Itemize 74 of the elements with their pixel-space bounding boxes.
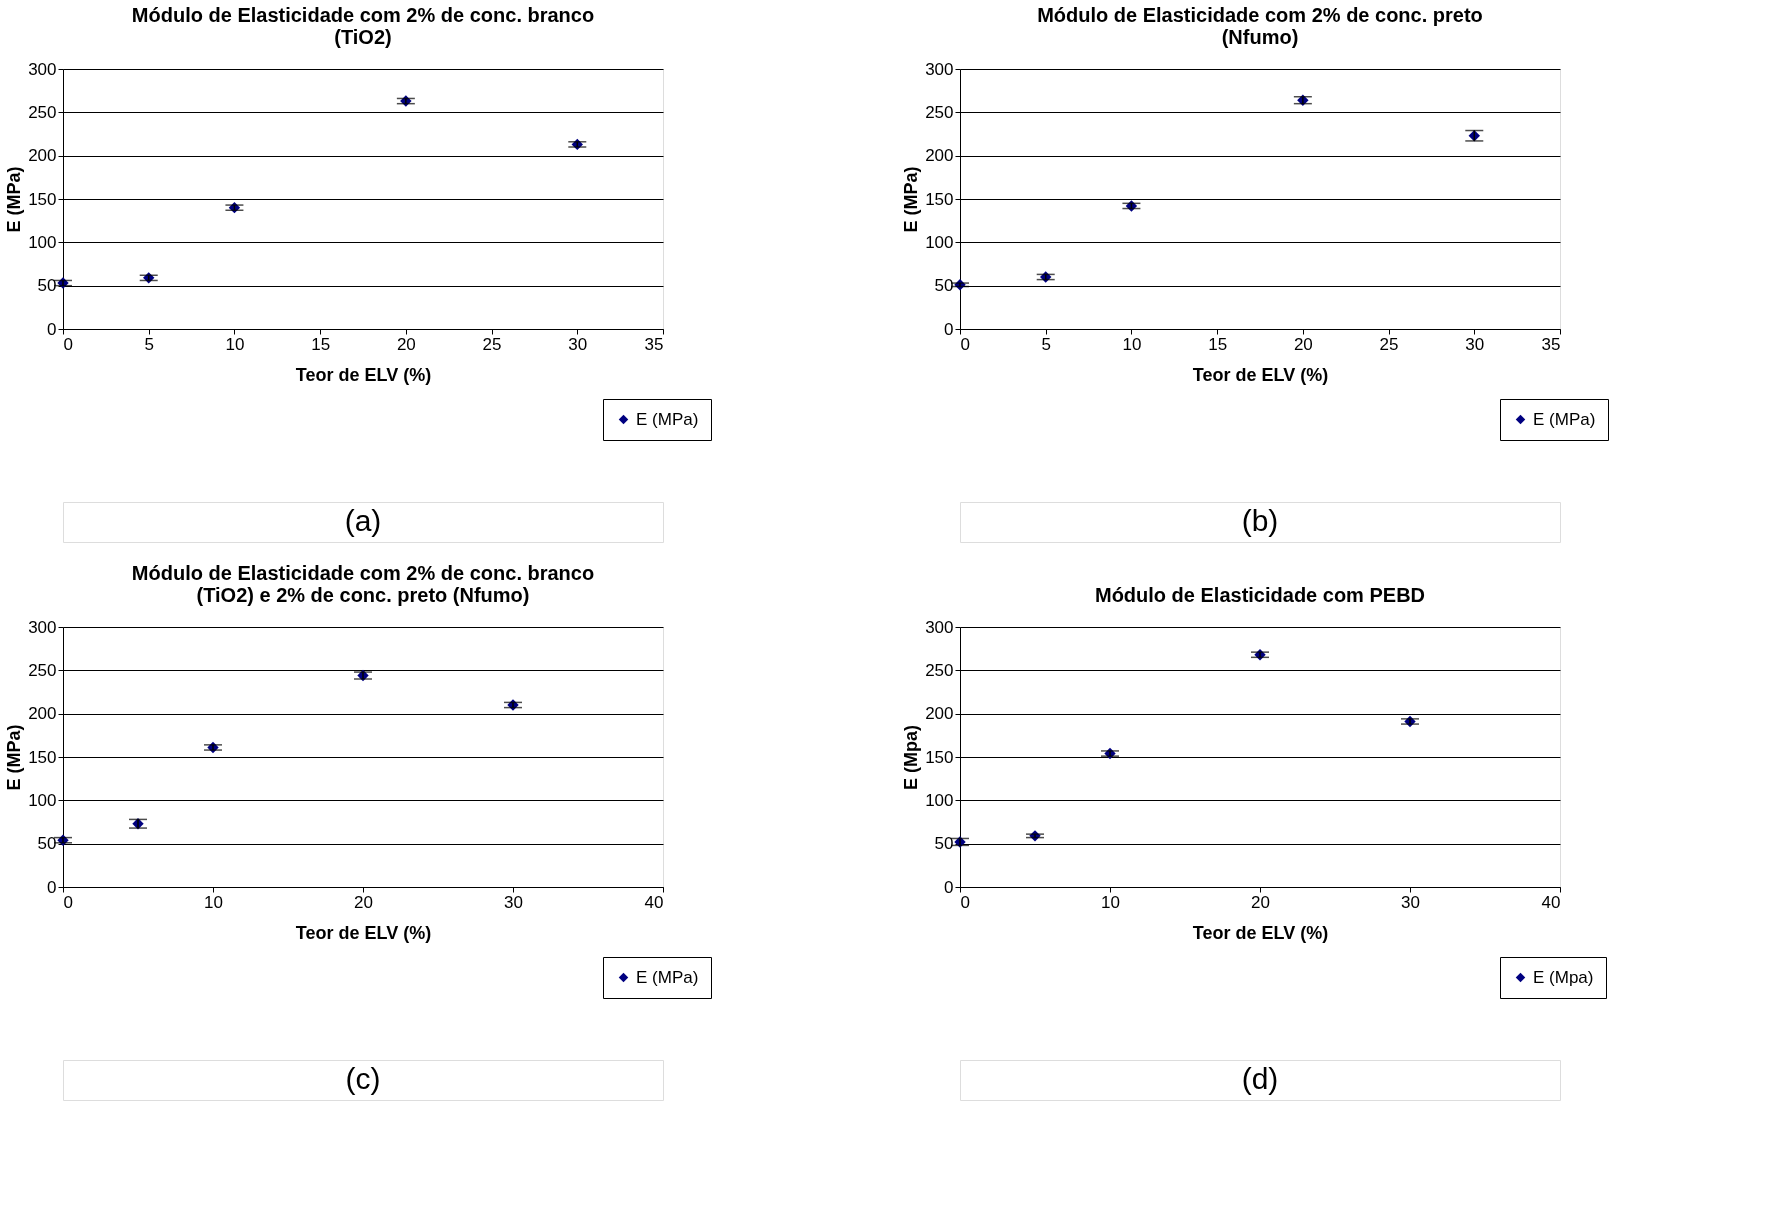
y-tick-label: 250 [28, 660, 57, 680]
y-axis-title: E (MPa) [901, 166, 922, 233]
x-tick-label: 0 [960, 334, 970, 354]
text: (c) [345, 1062, 381, 1095]
y-tick-label: 100 [925, 232, 954, 252]
y-tick-label: 0 [944, 319, 954, 339]
y-tick-label: 250 [925, 660, 954, 680]
chart-title: Módulo de Elasticidade com 2% de conc. preto (Nfumo) [1037, 4, 1483, 48]
x-tick-label: 15 [311, 334, 331, 354]
y-tick-label: 50 [37, 834, 57, 854]
x-tick-label: 30 [568, 334, 588, 354]
x-axis-title: Teor de ELV (%) [1192, 364, 1329, 385]
x-tick-label: 5 [144, 334, 154, 354]
legend-label: E (MPa) [636, 967, 699, 987]
x-tick-label: 20 [1251, 892, 1270, 912]
x-tick-label: 0 [960, 892, 970, 912]
y-tick-label: 150 [925, 189, 954, 209]
x-axis-title: Teor de ELV (%) [1192, 922, 1329, 943]
y-tick-label: 200 [28, 704, 57, 724]
y-tick-label: 100 [28, 790, 57, 810]
chart-title: Módulo de Elasticidade com 2% de conc. branco (TiO2) [131, 4, 595, 48]
y-tick-label: 200 [925, 146, 954, 166]
y-axis-title: E (Mpa) [901, 725, 922, 790]
y-tick-label: 0 [47, 319, 57, 339]
x-tick-label: 25 [482, 334, 502, 354]
y-axis-title: E (MPa) [4, 724, 25, 791]
y-tick-label: 150 [28, 747, 57, 767]
y-tick-label: 150 [925, 747, 954, 767]
text: (d) [1241, 1062, 1279, 1095]
x-tick-label: 40 [1541, 892, 1561, 912]
x-tick-label: 30 [1401, 892, 1420, 912]
y-tick-label: 100 [28, 232, 57, 252]
y-tick-label: 200 [925, 704, 954, 724]
y-axis-title: E (MPa) [4, 166, 25, 233]
y-tick-label: 250 [28, 102, 57, 122]
x-tick-label: 5 [1041, 334, 1051, 354]
y-tick-label: 300 [28, 59, 57, 79]
x-tick-label: 25 [1379, 334, 1399, 354]
y-tick-label: 300 [925, 617, 954, 637]
x-tick-label: 35 [644, 334, 664, 354]
x-tick-label: 0 [63, 892, 73, 912]
x-tick-label: 35 [1541, 334, 1561, 354]
x-tick-label: 30 [504, 892, 523, 912]
x-tick-label: 40 [644, 892, 664, 912]
y-tick-label: 250 [925, 102, 954, 122]
y-tick-label: 100 [925, 790, 954, 810]
x-tick-label: 10 [1122, 334, 1142, 354]
x-axis-title: Teor de ELV (%) [295, 364, 432, 385]
x-tick-label: 20 [396, 334, 416, 354]
x-axis-title: Teor de ELV (%) [295, 922, 432, 943]
y-tick-label: 300 [28, 617, 57, 637]
x-tick-label: 15 [1208, 334, 1228, 354]
x-tick-label: 20 [1293, 334, 1313, 354]
text: (b) [1241, 504, 1279, 537]
y-tick-label: 0 [47, 877, 57, 897]
legend-label: E (MPa) [636, 409, 699, 429]
y-tick-label: 50 [37, 276, 57, 296]
x-tick-label: 10 [1101, 892, 1120, 912]
y-tick-label: 50 [934, 276, 954, 296]
y-tick-label: 300 [925, 59, 954, 79]
x-tick-label: 10 [204, 892, 223, 912]
x-tick-label: 0 [63, 334, 73, 354]
legend-label: E (MPa) [1533, 409, 1596, 429]
x-tick-label: 10 [225, 334, 245, 354]
x-tick-label: 20 [354, 892, 373, 912]
y-tick-label: 0 [944, 877, 954, 897]
y-tick-label: 50 [934, 834, 954, 854]
legend-label: E (Mpa) [1533, 967, 1594, 987]
y-tick-label: 150 [28, 189, 57, 209]
chart-title: Módulo de Elasticidade com PEBD [1094, 584, 1426, 606]
y-tick-label: 200 [28, 146, 57, 166]
x-tick-label: 30 [1465, 334, 1485, 354]
chart-title: Módulo de Elasticidade com 2% de conc. branco (TiO2) e 2% de conc. preto (Nfumo) [131, 562, 595, 606]
text: (a) [344, 504, 382, 537]
